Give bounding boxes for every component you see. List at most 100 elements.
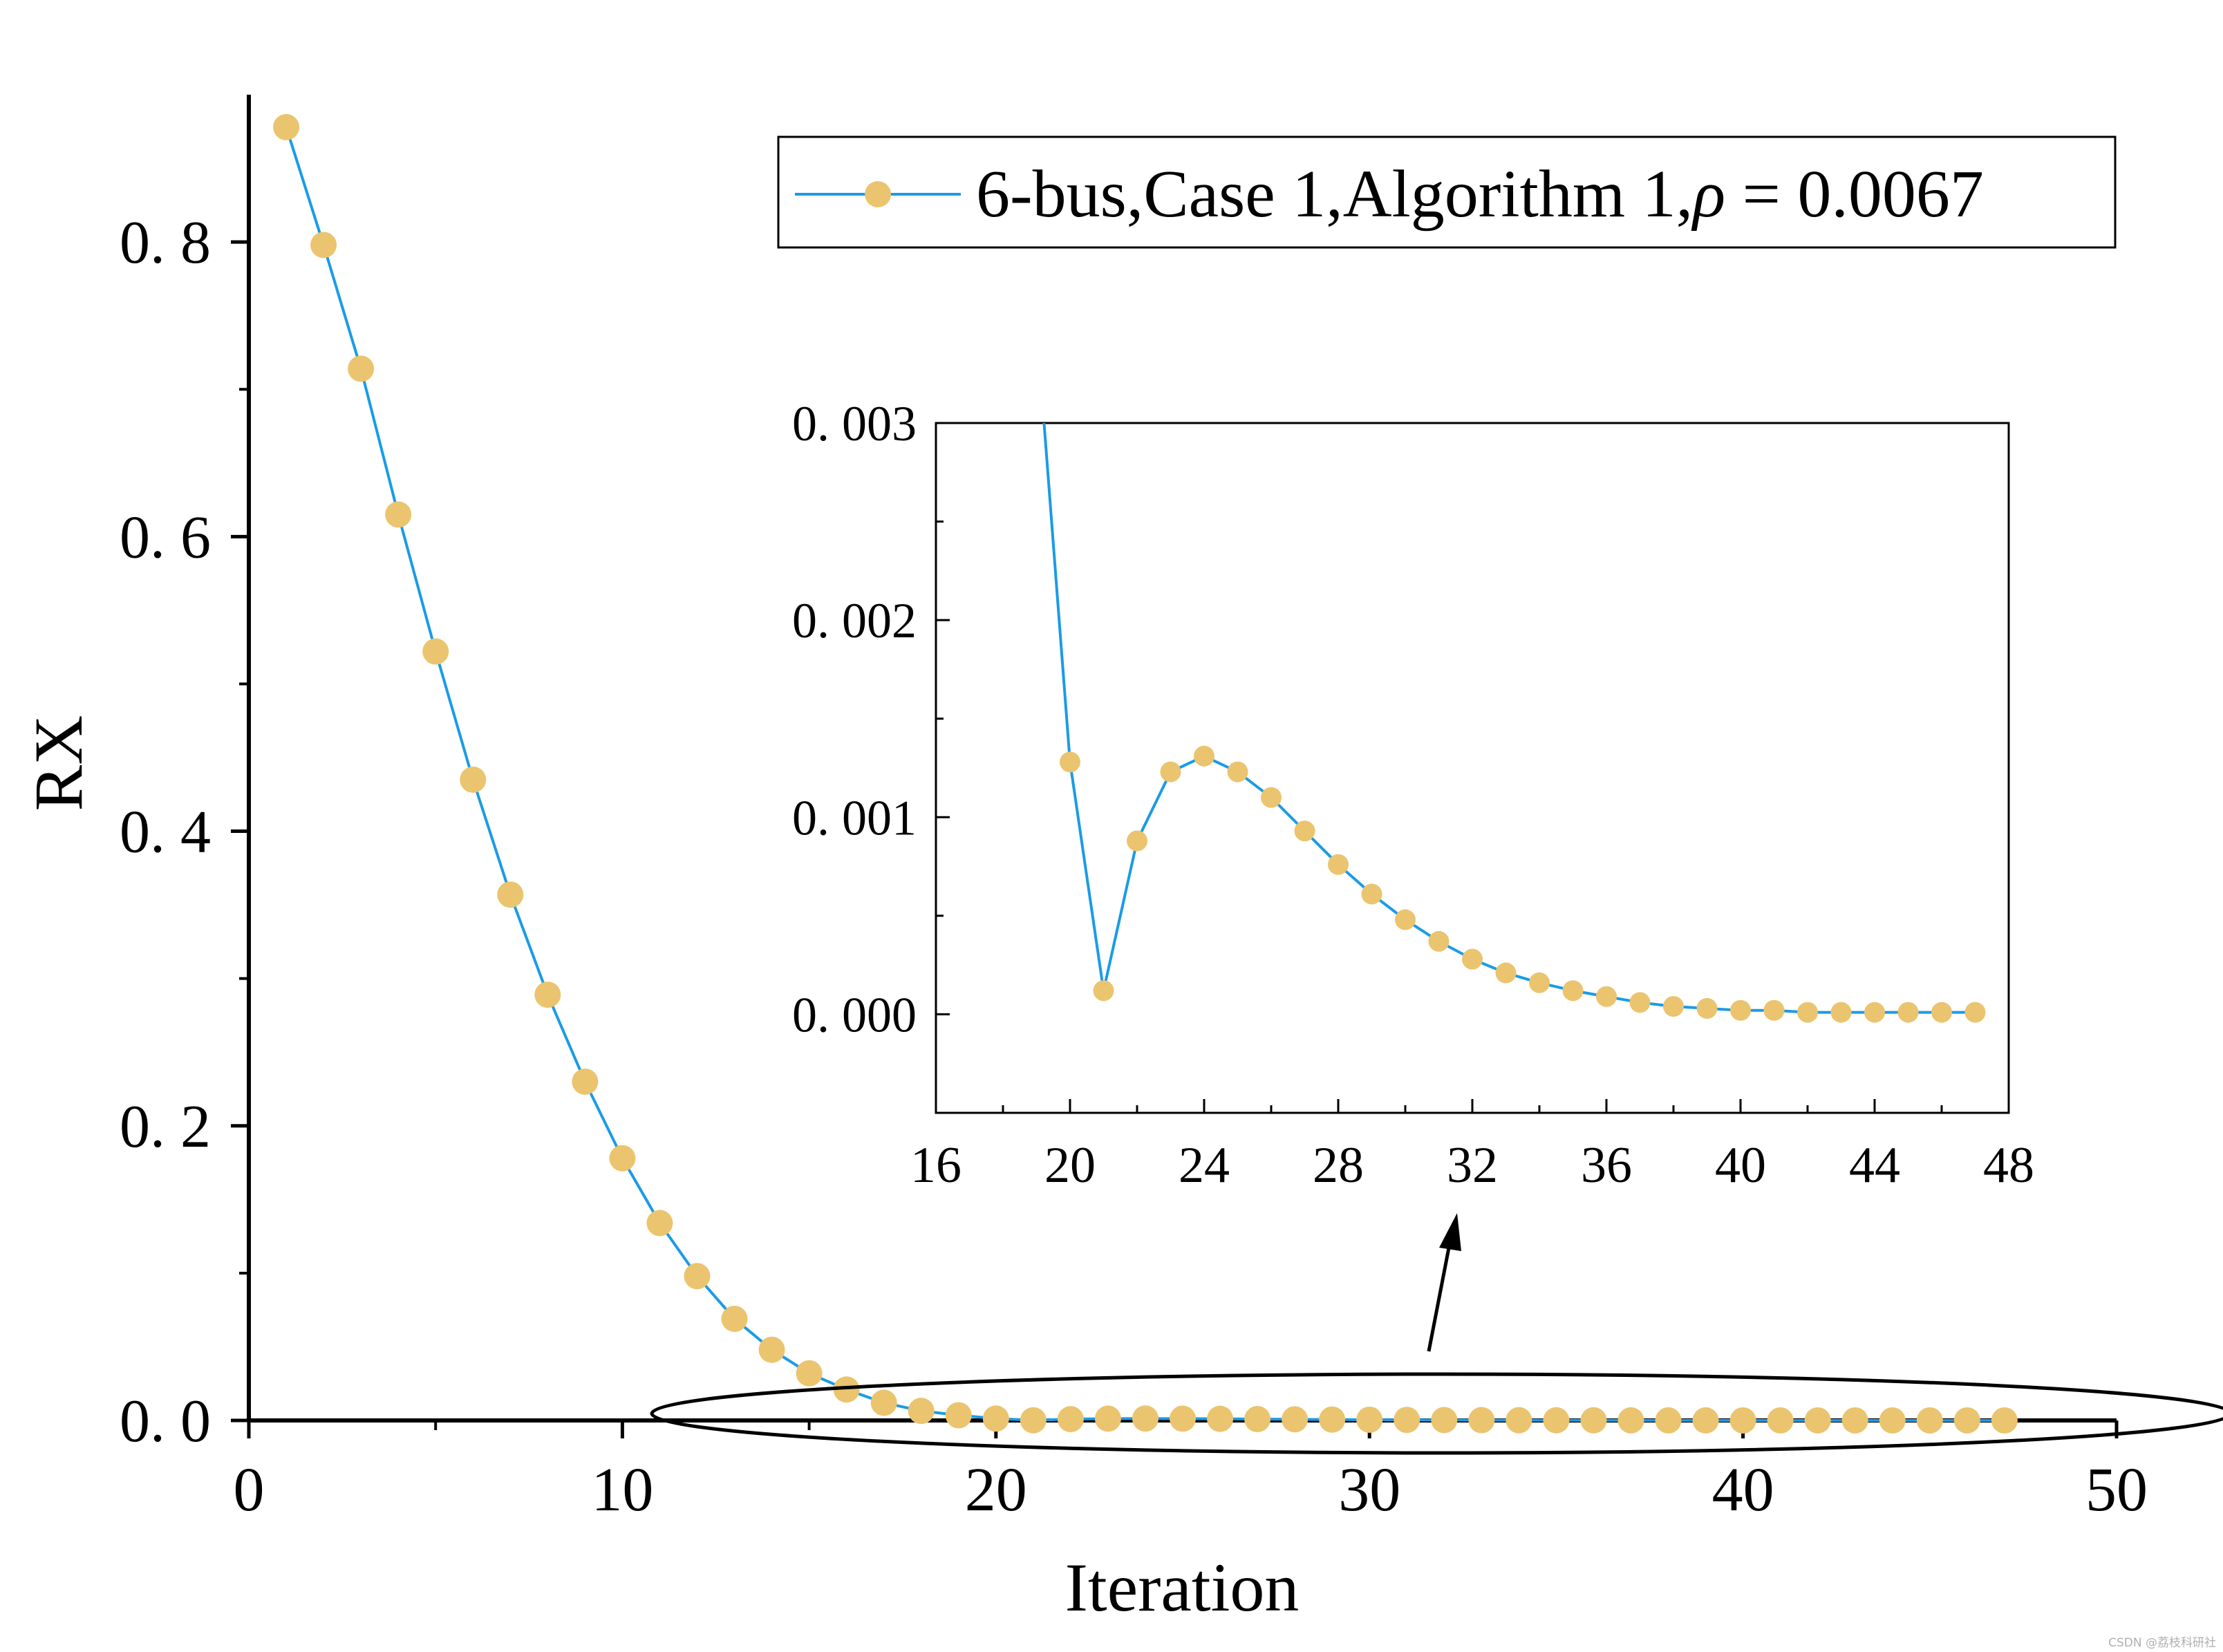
inset-y-tick-label: 0. 001	[792, 790, 917, 845]
data-point	[497, 881, 524, 908]
data-point	[1094, 1405, 1121, 1432]
data-point	[1431, 1407, 1458, 1434]
data-point	[273, 113, 300, 140]
x-tick-label: 0	[234, 1456, 265, 1524]
inset-data-point	[1093, 980, 1114, 1002]
data-point	[796, 1360, 823, 1387]
data-point	[1991, 1407, 2018, 1434]
x-tick-label: 10	[591, 1456, 653, 1524]
data-point	[945, 1402, 972, 1429]
zoom-arrow	[1427, 1213, 1461, 1352]
legend: 6-bus,Case 1,Algorithm 1,ρ = 0.0067	[777, 135, 2117, 249]
data-point	[758, 1336, 785, 1363]
y-tick-label: 0. 2	[120, 1093, 211, 1161]
inset-data-point	[1495, 962, 1517, 984]
main-axes: 0 10 20 30 40 50 0. 0 0. 2 0. 4 0. 6 0. 8	[120, 95, 2148, 1524]
data-point	[1655, 1407, 1682, 1434]
data-point	[1020, 1407, 1047, 1434]
watermark: CSDN @荔枝科研社	[2108, 1636, 2216, 1650]
data-point	[908, 1398, 935, 1425]
data-point	[422, 638, 449, 665]
zoom-ellipse	[650, 1372, 2223, 1455]
data-point	[870, 1389, 897, 1416]
legend-symbol: ρ	[1691, 157, 1725, 232]
inset-data-point	[1361, 883, 1382, 905]
data-point	[721, 1305, 748, 1332]
y-tick-label: 0. 0	[120, 1388, 211, 1455]
data-point	[348, 355, 375, 382]
inset-data-point	[1261, 787, 1282, 808]
inset-data-point	[1797, 1002, 1818, 1023]
data-point	[982, 1405, 1009, 1432]
data-point	[1244, 1406, 1271, 1433]
inset-x-tick-label: 44	[1849, 1137, 1900, 1194]
data-point	[1282, 1406, 1309, 1433]
y-tick-label: 0. 6	[120, 504, 211, 571]
data-point	[1692, 1407, 1719, 1434]
data-point	[1057, 1406, 1084, 1433]
data-point	[1580, 1407, 1607, 1434]
inset-data-point	[1830, 1002, 1852, 1023]
inset-data-point	[1328, 854, 1349, 875]
main-series	[273, 113, 2018, 1434]
data-point	[1132, 1405, 1159, 1432]
inset-x-tick-label: 20	[1044, 1137, 1096, 1194]
inset-data-point	[1964, 1002, 1986, 1023]
inset-data-point	[1395, 909, 1416, 930]
legend-label-main: 6-bus,Case 1,Algorithm 1,	[976, 157, 1693, 232]
inset-x-tick-label: 28	[1313, 1137, 1364, 1194]
data-point	[1319, 1406, 1346, 1433]
x-tick-label: 50	[2085, 1456, 2148, 1524]
inset-data-point	[1931, 1002, 1952, 1023]
inset-x-tick-label: 32	[1447, 1137, 1498, 1194]
data-point	[684, 1263, 711, 1290]
data-point	[1729, 1407, 1756, 1434]
x-tick-label: 20	[965, 1456, 1027, 1524]
data-point	[385, 501, 412, 528]
inset-data-point	[1596, 986, 1617, 1007]
data-point	[646, 1210, 673, 1237]
data-point	[1841, 1407, 1868, 1434]
data-point	[1170, 1405, 1196, 1432]
data-point	[310, 232, 337, 259]
inset-data-point	[1294, 820, 1315, 842]
inset-data-point	[1127, 830, 1147, 852]
legend-marker	[865, 181, 891, 207]
data-point	[609, 1145, 636, 1172]
y-axis-title: RX	[20, 715, 97, 811]
inset-x-tick-label: 36	[1581, 1137, 1632, 1194]
inset-data-point	[1629, 992, 1651, 1013]
data-point	[1879, 1407, 1906, 1434]
inset-x-tick-label: 48	[1983, 1137, 2034, 1194]
inset-y-tick-label: 0. 002	[792, 593, 917, 648]
inset-x-tick-label: 24	[1179, 1137, 1230, 1194]
inset-data-point	[1562, 980, 1584, 1002]
legend-label: 6-bus,Case 1,Algorithm 1,ρ = 0.0067	[976, 157, 1984, 232]
x-axis-title: Iteration	[1065, 1549, 1300, 1626]
inset-data-point	[1763, 999, 1785, 1021]
inset-axes: 16 20 24 28 32 36 40 44 48 0. 000 0. 001 0. 002 0. 0…	[792, 396, 2034, 1194]
data-point	[1394, 1407, 1420, 1434]
inset-y-tick-label: 0. 003	[792, 396, 917, 451]
y-tick-label: 0. 8	[120, 209, 211, 276]
inset-data-point	[1529, 972, 1550, 993]
inset-data-point	[1194, 745, 1214, 767]
inset-series-group	[1042, 423, 1986, 1023]
legend-label-suffix: = 0.0067	[1725, 157, 1984, 232]
inset-data-point	[1730, 999, 1751, 1021]
data-point	[1356, 1406, 1383, 1433]
inset-data-point	[1160, 761, 1181, 782]
data-point	[460, 766, 487, 793]
data-point	[1767, 1407, 1794, 1434]
inset-frame	[935, 422, 2010, 1114]
data-point	[1543, 1407, 1570, 1434]
inset-y-tick-label: 0. 000	[792, 987, 917, 1042]
inset-data-point	[1060, 751, 1080, 773]
data-point	[1916, 1407, 1943, 1434]
data-point	[1207, 1405, 1234, 1432]
inset-data-point	[1897, 1002, 1919, 1023]
inset-series	[1042, 423, 1986, 1023]
inset-data-point	[1227, 761, 1248, 782]
inset-x-tick-label: 40	[1715, 1137, 1766, 1194]
